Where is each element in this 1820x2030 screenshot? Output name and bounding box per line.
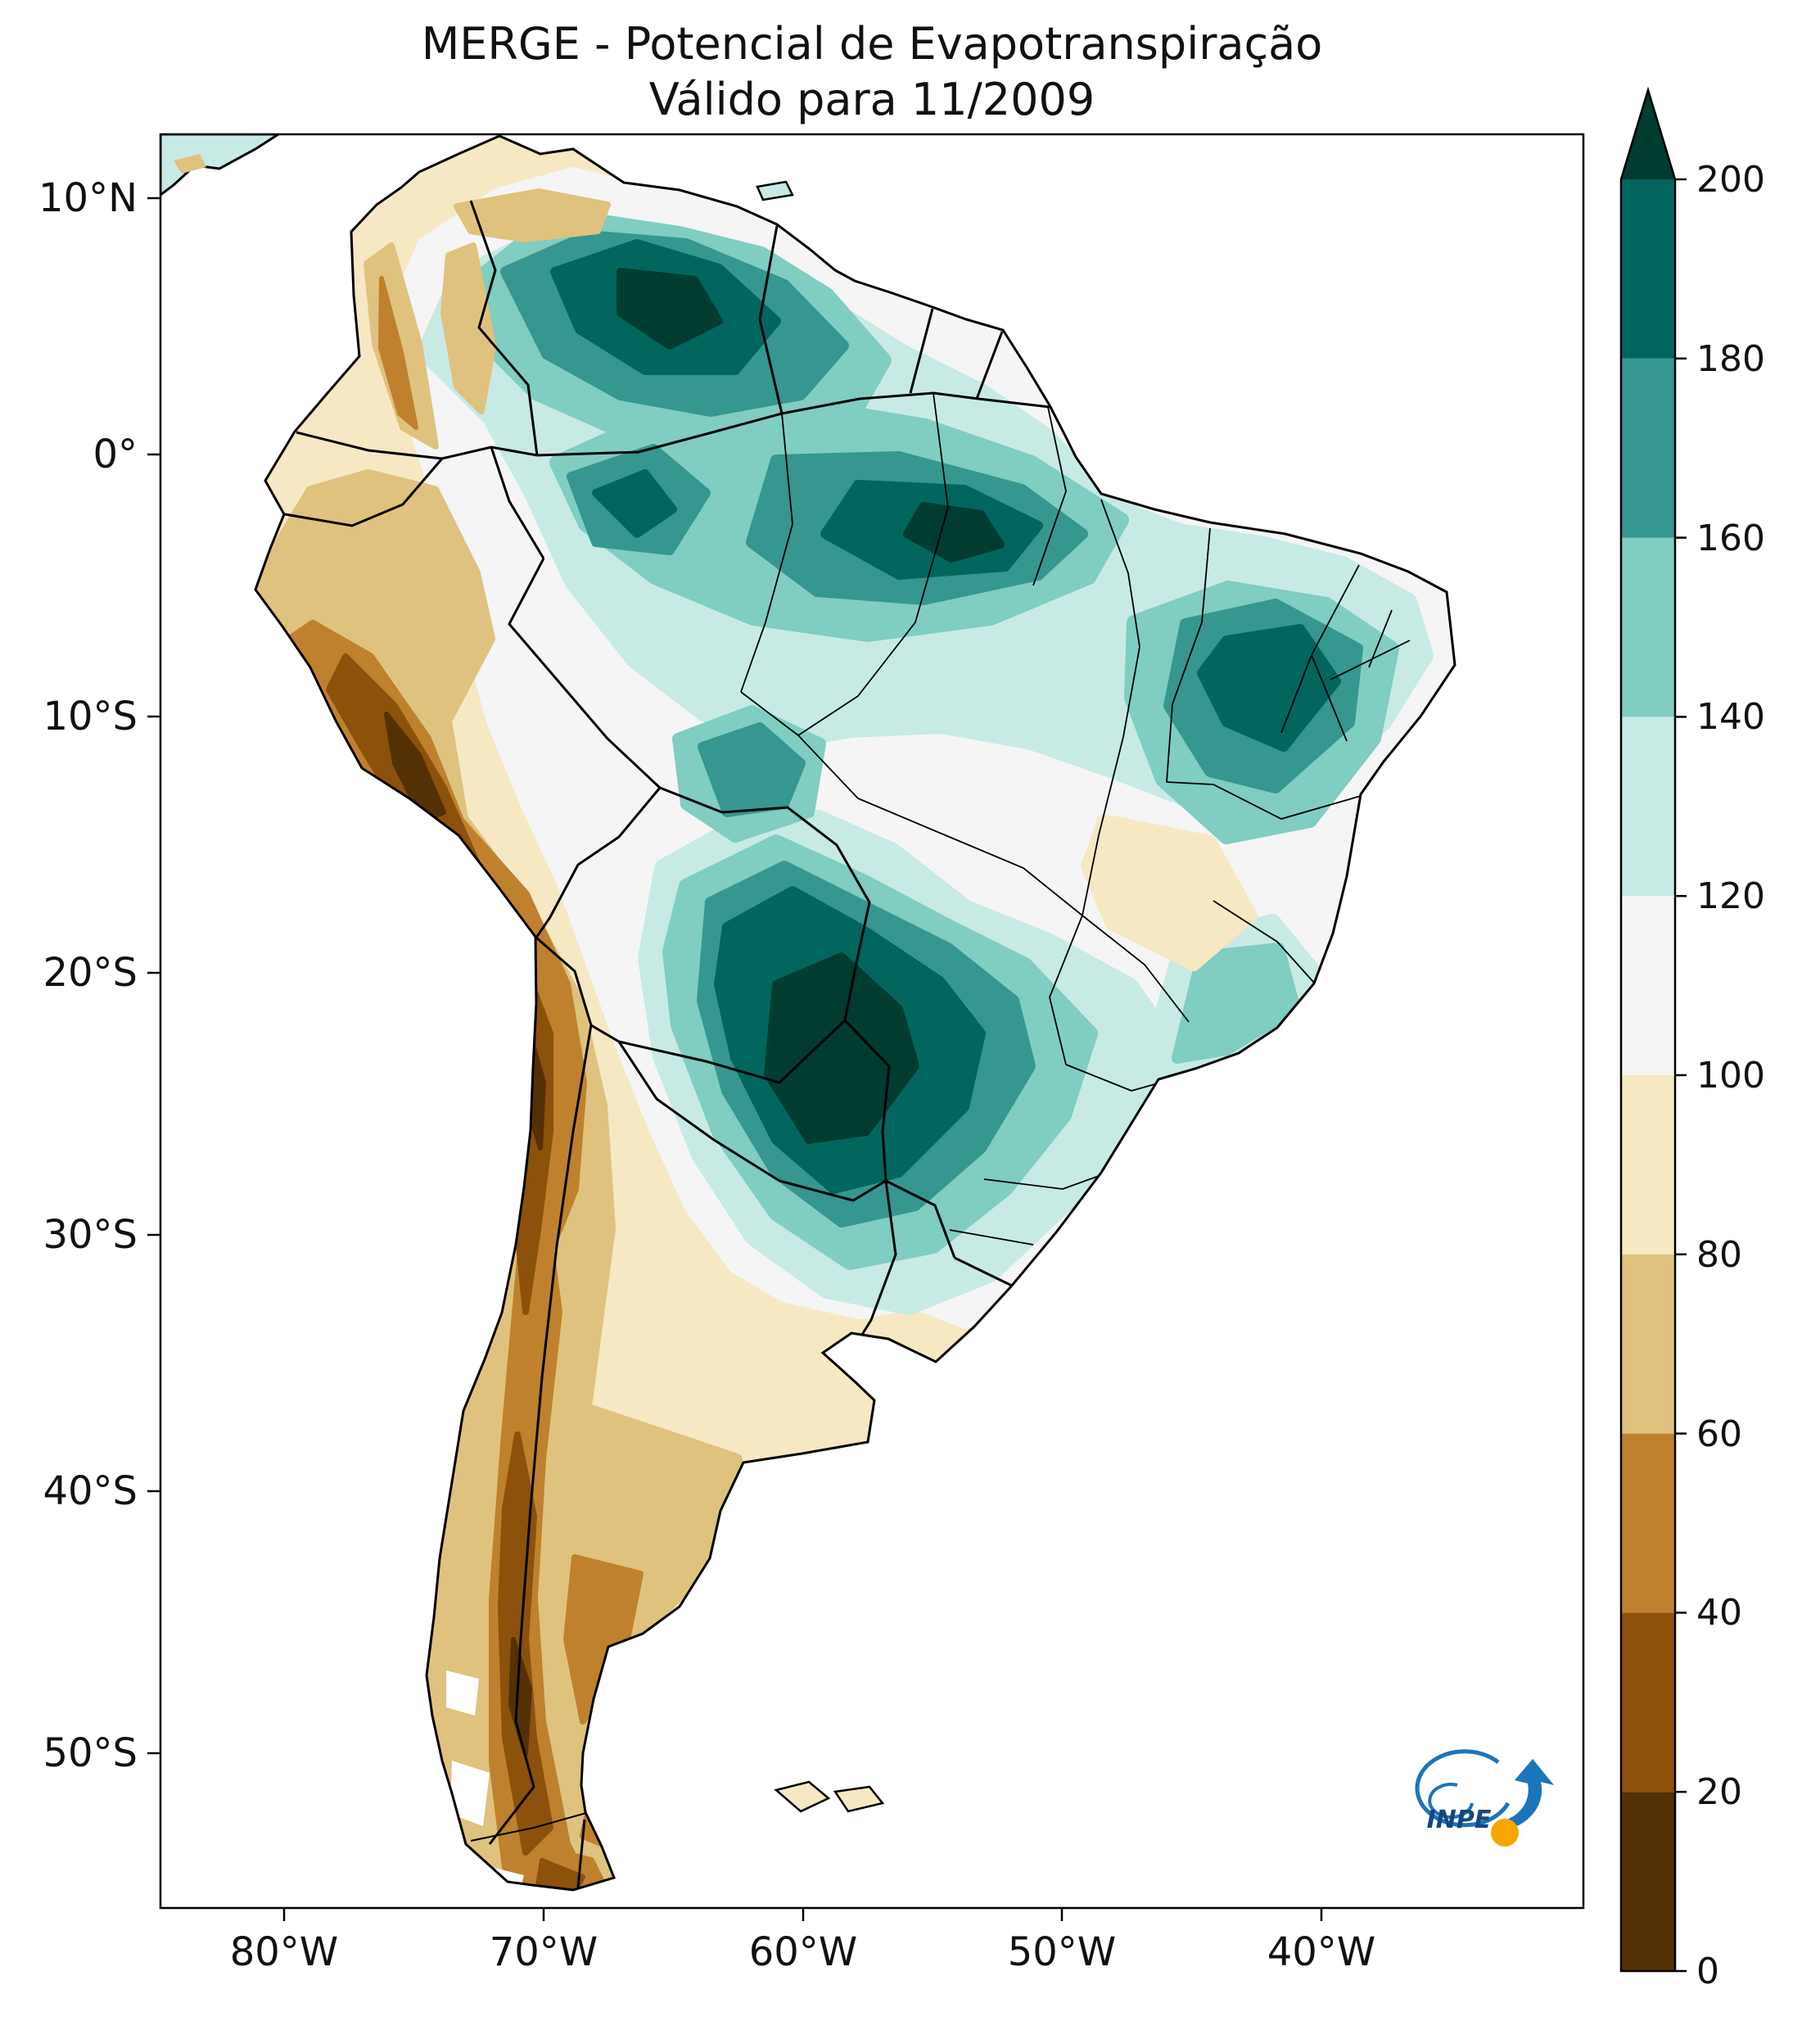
colorbar-band-180-200 <box>1621 179 1675 359</box>
map-plot-area: INPE <box>160 134 1554 1892</box>
colorbar-band-100-120 <box>1621 896 1675 1075</box>
colorbar-tick-label: 0 <box>1696 1951 1719 1992</box>
y-tick-label: 50°S <box>43 1730 138 1776</box>
colorbar-tick-label: 100 <box>1696 1055 1765 1096</box>
no-data-patch <box>450 1761 490 1826</box>
colorbar-band-160-180 <box>1621 358 1675 538</box>
x-tick-label: 40°W <box>1267 1929 1376 1975</box>
country-borders <box>284 200 1050 1888</box>
contour-180-200 <box>592 469 677 538</box>
colorbar-tick-label: 120 <box>1696 875 1765 917</box>
contour-20-40 <box>535 1858 585 1890</box>
colorbar-tick-label: 20 <box>1696 1771 1742 1813</box>
axis-ticks <box>147 197 1323 1921</box>
logo-text: INPE <box>1427 1806 1492 1834</box>
south-america-coastline <box>254 134 1456 1892</box>
colorbar-tick-label: 40 <box>1696 1592 1742 1634</box>
figure-title-line1: MERGE - Potencial de Evapotranspiração <box>422 18 1323 70</box>
colorbar-tick-label: 80 <box>1696 1234 1742 1276</box>
contour-60-80-venezuela-coast <box>454 188 611 242</box>
colorbar-band-0-20 <box>1621 1792 1675 1971</box>
x-tick-label: 80°W <box>230 1929 339 1975</box>
colorbar-tick-label: 180 <box>1696 338 1765 380</box>
falkland-islands <box>774 1780 885 1813</box>
y-tick-label: 30°S <box>43 1212 138 1258</box>
contour-80-100 <box>1081 814 1258 971</box>
inpe-logo: INPE <box>1415 1749 1554 1847</box>
central-america-landmass <box>160 134 281 197</box>
contour-180-200 <box>1197 624 1341 752</box>
magellan-strait <box>470 1812 587 1842</box>
island <box>833 1785 885 1813</box>
colorbar-tick-label: 200 <box>1696 159 1765 201</box>
state-borders <box>740 392 1411 1246</box>
y-tick-label: 40°S <box>43 1468 138 1514</box>
colorbar-band-140-160 <box>1621 537 1675 717</box>
logo-orange-dot-icon <box>1491 1819 1519 1847</box>
y-tick-label: 0° <box>93 432 138 477</box>
colorbar-band-20-40 <box>1621 1612 1675 1793</box>
colorbar-tick-label: 60 <box>1696 1413 1742 1455</box>
contour-fill-layers <box>255 136 1455 1890</box>
colorbar-tick-marks <box>1675 178 1687 1973</box>
x-tick-label: 70°W <box>490 1929 598 1975</box>
colorbar-band-80-100 <box>1621 1075 1675 1255</box>
colorbar-outline <box>1619 86 1677 1973</box>
colorbar-band-120-140 <box>1621 717 1675 897</box>
y-tick-label: 10°N <box>38 175 138 221</box>
coastline <box>160 134 281 197</box>
figure-title-line2: Válido para 11/2009 <box>649 74 1095 125</box>
contour-over-200 <box>764 952 919 1144</box>
y-tick-label: 20°S <box>43 950 138 996</box>
no-data-patch <box>446 1671 479 1716</box>
logo-orbit-icon <box>1415 1749 1511 1828</box>
logo-arrow-icon <box>1502 1759 1554 1830</box>
contour-over-200 <box>616 268 723 350</box>
contour-140-160 <box>1172 943 1301 1064</box>
contour-40-60 <box>378 276 418 430</box>
plot-frame <box>159 133 1585 1910</box>
contour-20-40 <box>498 1431 553 1856</box>
island <box>774 1780 831 1813</box>
x-tick-label: 50°W <box>1008 1929 1117 1975</box>
colorbar-band-40-60 <box>1621 1433 1675 1613</box>
colorbar-extend-arrow <box>1621 90 1675 179</box>
colorbar-tick-label: 160 <box>1696 518 1765 559</box>
contour-over-200 <box>903 502 1005 563</box>
contour-40-60 <box>580 1759 644 1856</box>
y-tick-label: 10°S <box>43 694 138 739</box>
colorbar-band-60-80 <box>1621 1254 1675 1434</box>
trinidad-island <box>756 180 794 201</box>
logo-inner-swirl-icon <box>1428 1783 1474 1820</box>
contour-60-80-colombia-ridge <box>440 242 496 414</box>
contour-region <box>174 154 206 174</box>
contour-160-180 <box>698 722 806 817</box>
colorbar: 0 20 40 60 80 100 120 140 160 180 200 <box>1619 86 1765 1992</box>
colorbar-tick-label: 140 <box>1696 696 1765 738</box>
x-tick-label: 60°W <box>749 1929 858 1975</box>
